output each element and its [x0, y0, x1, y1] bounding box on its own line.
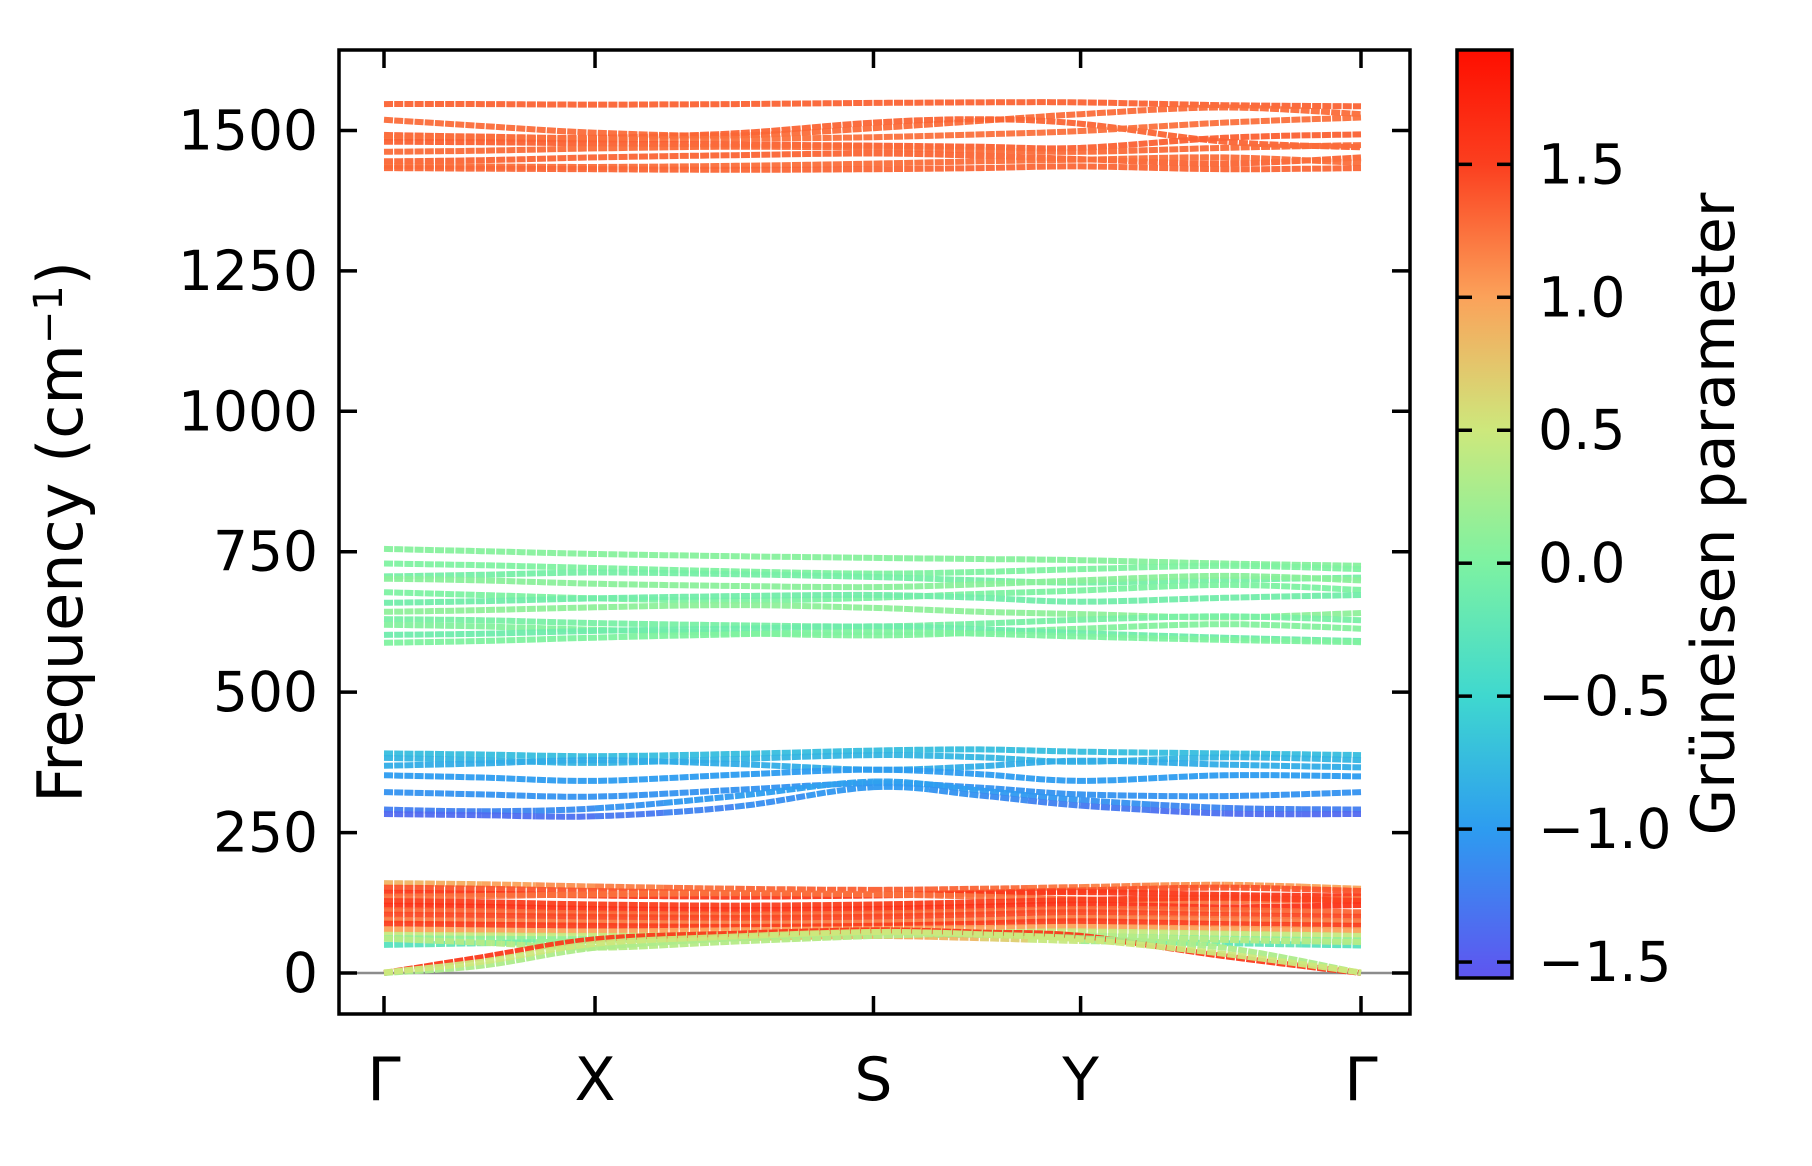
y-axis-label-prefix: Frequency (cm — [24, 344, 97, 803]
band-line — [807, 787, 874, 796]
x-tick-label: Γ — [367, 1045, 401, 1115]
colorbar: 1.5 1.0 0.5 0.0 −0.5 −1.0 −1.5 Grüneisen param… — [1457, 50, 1749, 994]
band-line — [929, 889, 980, 890]
y-axis-label-superscript: −1 — [26, 285, 72, 344]
band-line — [595, 813, 664, 817]
x-tick-label: X — [574, 1045, 615, 1115]
band-line — [426, 884, 482, 885]
y-axis-label-suffix: ) — [24, 261, 97, 285]
band-line — [384, 814, 426, 815]
y-tick-label: 500 — [213, 660, 318, 724]
colorbar-tick-label: 0.5 — [1538, 398, 1625, 462]
band-line — [482, 811, 536, 812]
y-tick-label: 0 — [283, 941, 318, 1005]
colorbar-tick-labels: 1.5 1.0 0.5 0.0 −0.5 −1.0 −1.5 — [1538, 132, 1672, 994]
band-line — [1224, 814, 1301, 815]
band-line — [664, 807, 736, 813]
band-line — [595, 803, 664, 808]
band-line — [1150, 810, 1224, 813]
colorbar-tick-label: −1.0 — [1538, 797, 1672, 861]
y-tick-label: 1500 — [178, 98, 318, 162]
band-line — [384, 145, 1361, 152]
band-line — [980, 888, 1028, 889]
band-line — [874, 787, 930, 790]
band-line — [664, 796, 736, 803]
band-line — [536, 808, 595, 810]
colorbar-label: Grüneisen parameter — [1679, 192, 1749, 835]
colorbar-gradient — [1457, 50, 1512, 978]
x-tick-label: S — [854, 1045, 892, 1115]
band-line — [426, 811, 482, 812]
y-axis-label: Frequency (cm−1) — [24, 261, 97, 803]
band-line — [482, 884, 536, 885]
band-line — [384, 760, 1361, 770]
y-tick-label: 250 — [213, 801, 318, 865]
band-line — [536, 816, 595, 817]
band-line — [664, 888, 736, 889]
band-line — [736, 889, 807, 890]
band-line — [384, 166, 1361, 169]
colorbar-tick-label: 1.5 — [1538, 132, 1625, 196]
x-tick-label: Y — [1061, 1045, 1099, 1115]
y-tick-label: 750 — [213, 520, 318, 584]
band-line — [384, 944, 426, 945]
y-tick-labels: 0 250 500 750 1000 1250 1500 — [178, 98, 318, 1005]
band-line — [384, 810, 426, 811]
y-tick-label: 1000 — [178, 379, 318, 443]
band-line — [1302, 945, 1361, 946]
band-line — [426, 815, 482, 816]
colorbar-tick-label: 1.0 — [1538, 265, 1625, 329]
band-lines — [384, 102, 1361, 973]
colorbar-tick-label: −0.5 — [1538, 664, 1672, 728]
y-tick-label: 1250 — [178, 239, 318, 303]
colorbar-tick-label: 0.0 — [1538, 531, 1625, 595]
band-line — [1150, 804, 1224, 808]
band-line — [1224, 808, 1301, 809]
plot-frame — [339, 50, 1410, 1014]
band-line — [482, 815, 536, 816]
colorbar-tick-label: −1.5 — [1538, 930, 1672, 994]
band-line — [595, 887, 664, 888]
band-line — [536, 885, 595, 886]
axis-ticks — [339, 50, 1410, 1014]
x-tick-label: Γ — [1344, 1045, 1378, 1115]
